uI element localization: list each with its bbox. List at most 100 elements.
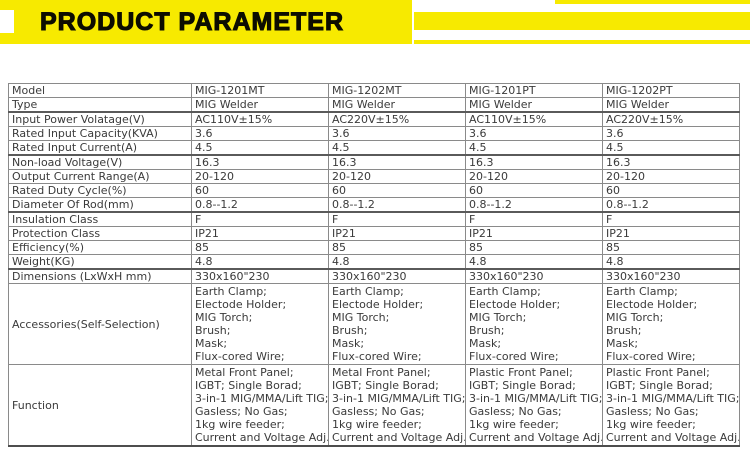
table-row: Weight(KG) 4.8 4.8 4.8 4.8 [8,254,740,270]
spec-cell: MIG-1201PT [465,83,603,98]
spec-cell: AC220V±15% [328,111,466,127]
spec-cell: 16.3 [602,154,740,170]
spec-cell-line: Metal Front Panel; [332,366,431,379]
spec-cell: Earth Clamp; Electode Holder; MIG Torch; Br… [328,283,466,365]
spec-cell: 20-120 [602,169,740,184]
spec-cell-line: 3-in-1 MIG/MMA/Lift TIG; [606,392,740,405]
spec-cell: 4.8 [465,254,603,270]
spec-cell: MIG-1202PT [602,83,740,98]
spec-cell: 85 [465,240,603,255]
spec-cell: IP21 [465,226,603,241]
spec-cell-line: Plastic Front Panel; [606,366,710,379]
spec-table: Model MIG-1201MT MIG-1202MT MIG-1201PT MIG-1… [8,83,740,447]
spec-cell: F [602,211,740,227]
spec-cell-line: Flux-cored Wire; [332,350,422,363]
page-title: PRODUCT PARAMETER [39,8,345,36]
spec-cell: 60 [602,183,740,198]
section-header-banner: PRODUCT PARAMETER [0,0,750,46]
spec-cell-line: Mask; [332,337,365,350]
spec-cell: 60 [191,183,329,198]
spec-cell-line: Electode Holder; [332,298,424,311]
table-row: Efficiency(%) 85 85 85 85 [8,240,740,255]
spec-cell: 4.5 [191,140,329,156]
spec-cell: 4.5 [602,140,740,156]
banner-stripe-bottom [414,40,750,44]
banner-left-notch [0,10,14,33]
spec-cell: 0.8--1.2 [602,197,740,213]
spec-cell-line: Current and Voltage Adj. [195,431,329,444]
spec-cell: F [191,211,329,227]
spec-row-label: Diameter Of Rod(mm) [8,197,192,213]
spec-cell: 330x160"230 [328,268,466,284]
spec-cell: MIG Welder [191,97,329,113]
spec-cell-line: 1kg wire feeder; [195,418,285,431]
spec-cell: 20-120 [328,169,466,184]
spec-cell: F [328,211,466,227]
table-row: Output Current Range(A) 20-120 20-120 20-12… [8,169,740,184]
spec-table-body: Model MIG-1201MT MIG-1202MT MIG-1201PT MIG-1… [8,83,740,447]
banner-yellow-block [0,0,412,44]
spec-cell: 330x160"230 [465,268,603,284]
spec-cell-line: Mask; [606,337,639,350]
spec-cell-line: Brush; [195,324,231,337]
spec-cell-line: 3-in-1 MIG/MMA/Lift TIG; [195,392,329,405]
spec-cell-line: Electode Holder; [469,298,561,311]
spec-cell-line: Earth Clamp; [332,285,404,298]
spec-cell-line: IGBT; Single Borad; [195,379,302,392]
spec-cell-line: Flux-cored Wire; [195,350,285,363]
spec-cell-line: Brush; [332,324,368,337]
table-row: Dimensions (LxWxH mm) 330x160"230 330x160"… [8,268,740,284]
spec-cell: 330x160"230 [602,268,740,284]
spec-cell: Earth Clamp; Electode Holder; MIG Torch; Br… [602,283,740,365]
spec-row-label: Accessories(Self-Selection) [8,283,192,365]
spec-cell: MIG-1202MT [328,83,466,98]
spec-cell-line: MIG Torch; [332,311,390,324]
spec-row-label: Model [8,83,192,98]
table-row: Model MIG-1201MT MIG-1202MT MIG-1201PT MIG-1… [8,83,740,98]
table-row: Input Power Volatage(V) AC110V±15% AC220V±… [8,111,740,127]
spec-cell-line: 1kg wire feeder; [606,418,696,431]
table-row: Non-load Voltage(V) 16.3 16.3 16.3 16.3 [8,154,740,170]
spec-cell-line: Brush; [469,324,505,337]
spec-cell: 4.5 [328,140,466,156]
spec-cell: 16.3 [328,154,466,170]
spec-cell-line: IGBT; Single Borad; [606,379,713,392]
spec-cell: 0.8--1.2 [465,197,603,213]
spec-cell-line: 3-in-1 MIG/MMA/Lift TIG; [332,392,466,405]
spec-cell-line: Flux-cored Wire; [606,350,696,363]
spec-cell: 3.6 [328,126,466,141]
spec-cell: IP21 [602,226,740,241]
table-row: Rated Duty Cycle(%) 60 60 60 60 [8,183,740,198]
spec-cell-line: Gasless; No Gas; [332,405,425,418]
spec-cell-line: 1kg wire feeder; [332,418,422,431]
spec-cell: MIG Welder [328,97,466,113]
spec-cell: 85 [328,240,466,255]
spec-cell: 4.5 [465,140,603,156]
spec-cell: Plastic Front Panel; IGBT; Single Borad; 3… [602,364,740,447]
spec-cell: 0.8--1.2 [191,197,329,213]
spec-cell-line: IGBT; Single Borad; [332,379,439,392]
table-row: Type MIG Welder MIG Welder MIG Welder MIG We… [8,97,740,113]
table-row: Insulation Class F F F F [8,211,740,227]
spec-cell: 330x160"230 [191,268,329,284]
spec-row-label: Efficiency(%) [8,240,192,255]
table-row: Diameter Of Rod(mm) 0.8--1.2 0.8--1.2 0.8--… [8,197,740,213]
spec-row-label: Rated Input Capacity(KVA) [8,126,192,141]
spec-cell-line: Electode Holder; [606,298,698,311]
spec-cell: MIG Welder [465,97,603,113]
spec-cell-line: Electode Holder; [195,298,287,311]
spec-cell-line: Gasless; No Gas; [606,405,699,418]
spec-cell: Earth Clamp; Electode Holder; MIG Torch; Br… [465,283,603,365]
spec-cell: 0.8--1.2 [328,197,466,213]
spec-row-label: Function [8,364,192,447]
spec-cell: Earth Clamp; Electode Holder; MIG Torch; Br… [191,283,329,365]
spec-row-label: Type [8,97,192,113]
spec-cell: 20-120 [465,169,603,184]
spec-cell: Plastic Front Panel; IGBT; Single Borad; 3… [465,364,603,447]
spec-cell-line: MIG Torch; [606,311,664,324]
spec-cell-line: Earth Clamp; [469,285,541,298]
spec-row-label: Weight(KG) [8,254,192,270]
spec-cell: 4.8 [191,254,329,270]
spec-cell-line: Flux-cored Wire; [469,350,559,363]
spec-cell-line: MIG Torch; [195,311,253,324]
